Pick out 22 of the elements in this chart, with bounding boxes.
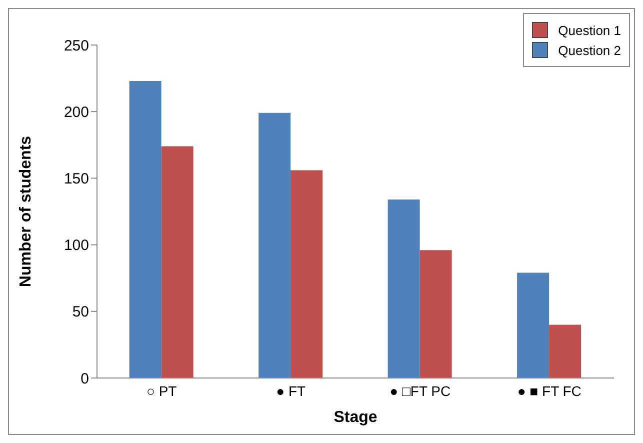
legend-label: Question 2: [558, 42, 621, 58]
bar: [290, 170, 323, 378]
y-tick-label: 0: [80, 370, 89, 388]
bar: [388, 200, 420, 378]
y-axis-title: Number of students: [18, 136, 35, 288]
y-tick-label: 50: [72, 304, 89, 321]
bar: [420, 250, 452, 378]
y-tick-label: 100: [64, 237, 89, 254]
y-tick-label: 200: [64, 104, 89, 121]
bar: [517, 272, 550, 378]
x-tick-label: ● ■ FT FC: [517, 382, 582, 399]
x-tick-label: ● □FT PC: [390, 382, 451, 399]
y-tick-label: 250: [64, 37, 89, 54]
bar: [258, 112, 291, 378]
y-tick-label: 150: [64, 170, 89, 188]
bar: [161, 146, 194, 378]
x-axis-title: Stage: [334, 409, 378, 426]
bar: [549, 324, 582, 378]
x-tick-label: ○ PT: [146, 382, 178, 399]
bar: [129, 80, 162, 378]
legend-label: Question 1: [558, 22, 621, 38]
x-tick-label: ● FT: [276, 382, 306, 399]
